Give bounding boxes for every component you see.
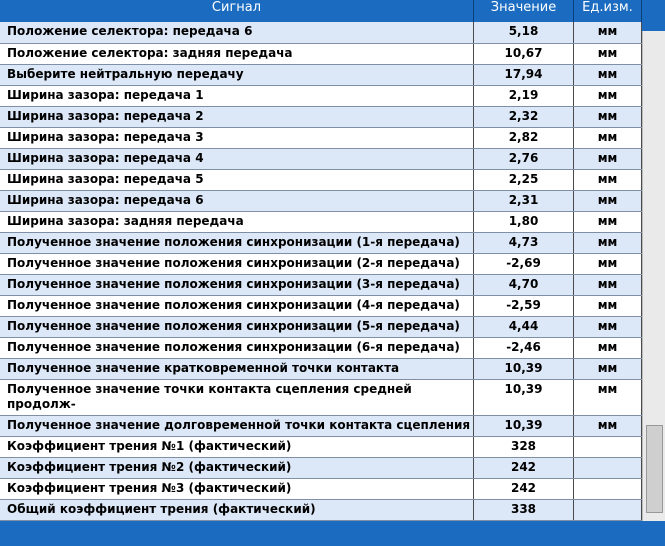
table-row[interactable]: Полученное значение кратковременной точк… (0, 359, 642, 390)
unit-cell: мм (574, 317, 642, 337)
signal-cell: Полученное значение положения синхрониза… (0, 233, 474, 253)
value-cell: 10,39 (474, 359, 574, 379)
unit-cell: мм (574, 128, 642, 148)
signal-cell: Коэффициент трения №1 (фактический) (0, 437, 474, 457)
value-cell: 4,73 (474, 233, 574, 253)
signal-cell: Ширина зазора: передача 4 (0, 149, 474, 169)
value-cell: -2,46 (474, 338, 574, 358)
table-row[interactable]: Коэффициент трения №1 (фактический) 328 (0, 437, 642, 458)
table-row[interactable]: Полученное значение долговременной точки… (0, 416, 642, 437)
signal-cell: Полученное значение положения синхрониза… (0, 254, 474, 274)
unit-cell: мм (574, 254, 642, 274)
empty-cell (574, 479, 642, 499)
signal-cell: Полученное значение положения синхрониза… (0, 317, 474, 337)
table-row[interactable]: Ширина зазора: передача 6 2,31 мм (0, 191, 642, 212)
value-cell: 2,19 (474, 86, 574, 106)
table-row[interactable]: Ширина зазора: передача 5 2,25 мм (0, 170, 642, 191)
unit-cell: мм (574, 359, 642, 379)
table-row[interactable]: Ширина зазора: передача 2 2,32 мм (0, 107, 642, 128)
signal-cell: Положение селектора: задняя передача (0, 44, 474, 64)
signal-cell: Общий коэффициент трения (фактический) (0, 500, 474, 520)
unit-cell: мм (574, 380, 642, 415)
table-row[interactable]: Полученное значение положения синхрониза… (0, 296, 642, 317)
table-row[interactable]: Полученное значение положения синхрониза… (0, 338, 642, 359)
signal-cell: Полученное значение положения синхрониза… (0, 296, 474, 316)
table-row[interactable]: Ширина зазора: передача 4 2,76 мм (0, 149, 642, 170)
unit-cell: мм (574, 212, 642, 232)
unit-cell: мм (574, 170, 642, 190)
table-row[interactable]: Ширина зазора: задняя передача 1,80 мм (0, 212, 642, 233)
table-row[interactable]: Полученное значение положения синхрониза… (0, 275, 642, 296)
table-row[interactable]: Коэффициент трения №2 (фактический) 242 (0, 458, 642, 479)
unit-cell: мм (574, 275, 642, 295)
value-cell: 242 (474, 458, 574, 478)
table-row[interactable]: Ширина зазора: передача 3 2,82 мм (0, 128, 642, 149)
signal-cell: Полученное значение положения синхрониза… (0, 275, 474, 295)
value-cell: 4,44 (474, 317, 574, 337)
table-row[interactable]: Выберите нейтральную передачу 17,94 мм (0, 65, 642, 86)
footer-bar (0, 521, 665, 546)
empty-cell (574, 500, 642, 520)
table-row[interactable]: Положение селектора: задняя передача 10,6… (0, 44, 642, 65)
table-row[interactable]: Полученное значение точки контакта сцепл… (0, 380, 642, 426)
table-row[interactable]: Полученное значение положения синхрониза… (0, 254, 642, 275)
unit-cell: мм (574, 296, 642, 316)
signal-cell: Ширина зазора: задняя передача (0, 212, 474, 232)
signal-cell: Полученное значение кратковременной точк… (0, 359, 474, 390)
unit-cell: мм (574, 22, 642, 43)
table-row[interactable]: Коэффициент трения №3 (фактический) 242 (0, 479, 642, 500)
scroll-thumb[interactable] (646, 425, 663, 513)
value-cell: 4,70 (474, 275, 574, 295)
value-cell: 2,82 (474, 128, 574, 148)
value-cell: 1,80 (474, 212, 574, 232)
unit-cell: мм (574, 149, 642, 169)
signal-cell: Ширина зазора: передача 6 (0, 191, 474, 211)
value-cell: 242 (474, 479, 574, 499)
unit-cell: мм (574, 107, 642, 127)
unit-cell: мм (574, 191, 642, 211)
unit-cell: мм (574, 86, 642, 106)
signal-cell: Коэффициент трения №2 (фактический) (0, 458, 474, 478)
signal-cell: Коэффициент трения №3 (фактический) (0, 479, 474, 499)
value-cell: 10,67 (474, 44, 574, 64)
signal-cell: Полученное значение долговременной точки… (0, 416, 474, 436)
value-cell: 10,39 (474, 416, 574, 436)
table-row[interactable]: Общий коэффициент трения (фактический) 33… (0, 500, 642, 521)
signal-cell: Полученное значение точки контакта сцепл… (0, 380, 474, 426)
value-cell: 5,18 (474, 22, 574, 43)
signal-cell: Полученное значение положения синхрониза… (0, 338, 474, 358)
unit-cell: мм (574, 338, 642, 358)
unit-cell: мм (574, 65, 642, 85)
unit-cell: мм (574, 44, 642, 64)
value-cell: 2,76 (474, 149, 574, 169)
signal-cell: Выберите нейтральную передачу (0, 65, 474, 85)
unit-cell: мм (574, 416, 642, 436)
signal-cell: Ширина зазора: передача 1 (0, 86, 474, 106)
signal-cell: Ширина зазора: передача 5 (0, 170, 474, 190)
empty-cell (574, 458, 642, 478)
table-row[interactable]: Полученное значение положения синхрониза… (0, 233, 642, 254)
scrollbar[interactable] (642, 31, 665, 521)
signal-cell: Положение селектора: передача 6 (0, 22, 474, 43)
value-cell: 328 (474, 437, 574, 457)
signal-cell: Ширина зазора: передача 3 (0, 128, 474, 148)
value-cell: 338 (474, 500, 574, 520)
value-cell: 2,32 (474, 107, 574, 127)
signal-cell: Ширина зазора: передача 2 (0, 107, 474, 127)
value-cell: -2,69 (474, 254, 574, 274)
value-cell: 2,25 (474, 170, 574, 190)
table-row[interactable]: Положение селектора: передача 6 5,18 мм (0, 22, 642, 44)
value-cell: -2,59 (474, 296, 574, 316)
table-row[interactable]: Ширина зазора: передача 1 2,19 мм (0, 86, 642, 107)
value-cell: 17,94 (474, 65, 574, 85)
unit-cell: мм (574, 233, 642, 253)
value-cell: 2,31 (474, 191, 574, 211)
value-cell: 10,39 (474, 380, 574, 415)
table-row[interactable]: Полученное значение положения синхрониза… (0, 317, 642, 338)
header-filler (642, 0, 665, 31)
empty-cell (574, 437, 642, 457)
